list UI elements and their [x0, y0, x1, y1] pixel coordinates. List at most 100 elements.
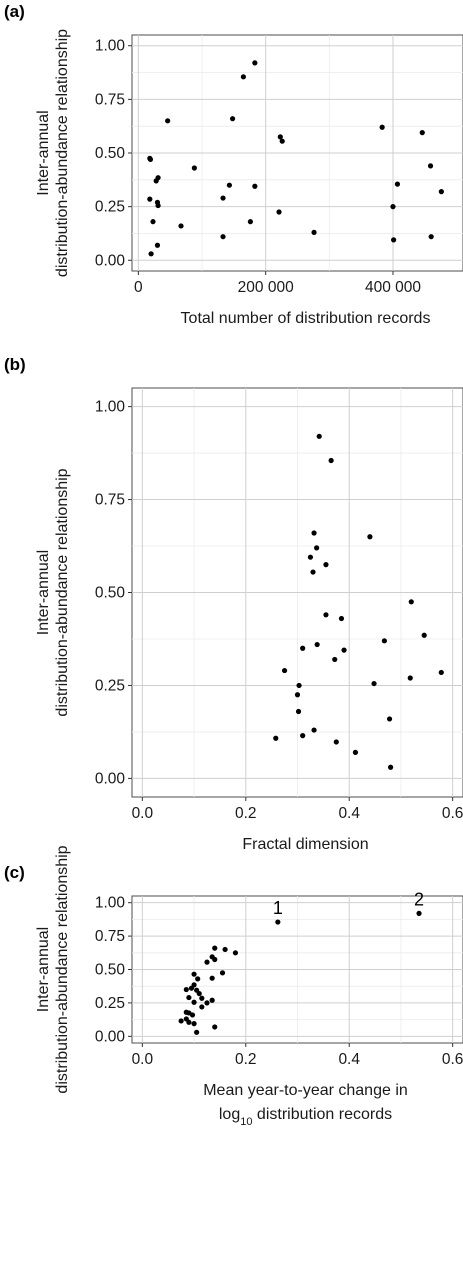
y-tick-label: 1.00 [95, 38, 126, 55]
y-axis: 0.00 0.25 0.50 0.75 1.00 [95, 399, 132, 787]
data-point [209, 997, 215, 1003]
y-axis-title-line2: distribution-abundance relationship [54, 845, 71, 1093]
data-point [387, 764, 394, 770]
y-tick-label: 0.25 [95, 995, 125, 1012]
data-point [367, 534, 373, 540]
x-axis-title: Total number of distribution records [181, 310, 431, 327]
x-axis-title: Fractal dimension [242, 836, 368, 853]
x-axis-title: Mean year-to-year change in [203, 1082, 408, 1099]
y-tick-label: 0.50 [95, 145, 126, 162]
data-point [199, 1004, 205, 1010]
data-point [273, 735, 279, 741]
data-point [195, 976, 201, 982]
data-point [300, 645, 306, 651]
data-point [307, 554, 314, 560]
data-point [219, 970, 226, 976]
y-tick-label: 0.25 [95, 199, 125, 216]
grid [132, 35, 463, 271]
x-tick-label: 0.6 [442, 805, 463, 822]
point-annotation: 1 [273, 898, 283, 918]
data-point [277, 134, 283, 140]
x-axis: 0.0 0.2 0.4 0.6 [132, 1043, 463, 1068]
data-point [247, 219, 253, 225]
y-axis-title-line2: distribution-abundance relationship [54, 468, 71, 716]
data-point [338, 615, 345, 622]
data-point [229, 116, 236, 122]
y-tick-label: 1.00 [95, 895, 126, 912]
x-tick-label: 0.4 [338, 1051, 360, 1068]
data-point [148, 251, 154, 257]
y-axis-title: Inter-annual distribution-abundance relat… [35, 845, 71, 1093]
data-point [154, 242, 161, 248]
data-point [323, 612, 329, 618]
y-tick-label: 0.75 [95, 492, 125, 509]
y-tick-label: 0.00 [95, 252, 126, 269]
x-axis-title-suffix: distribution records [252, 1106, 392, 1123]
y-axis-title: Inter-annual distribution-abundance relat… [35, 29, 71, 277]
data-point [438, 669, 444, 676]
data-point [178, 1018, 184, 1024]
y-axis-title: Inter-annual distribution-abundance relat… [35, 468, 71, 716]
data-points [273, 433, 444, 770]
y-axis: 0.00 0.25 0.50 0.75 1.00 [95, 38, 132, 269]
panel-a: (a) 0.00 0.25 0.50 0.75 1.00 0 200 000 400 000 In… [4, 2, 463, 327]
x-axis-title-subscript: 10 [240, 1116, 252, 1128]
data-points [178, 910, 422, 1035]
point-annotation: 2 [414, 889, 424, 909]
y-axis-title-line1: Inter-annual [35, 550, 52, 635]
y-tick-label: 0.00 [95, 770, 126, 787]
data-point [314, 641, 320, 648]
y-axis: 0.00 0.25 0.50 0.75 1.00 [95, 895, 132, 1045]
grid [132, 896, 463, 1043]
data-point [311, 229, 317, 235]
data-point [194, 1029, 200, 1035]
x-tick-label: 0 [134, 279, 143, 296]
y-tick-label: 0.25 [95, 677, 125, 694]
data-point [204, 1000, 210, 1006]
data-point [281, 667, 288, 674]
data-point [438, 189, 444, 195]
data-point [212, 945, 218, 951]
y-tick-label: 0.00 [95, 1028, 126, 1045]
x-tick-label: 0.4 [338, 805, 360, 822]
x-tick-label: 0.0 [132, 805, 154, 822]
y-tick-label: 0.50 [95, 585, 126, 602]
data-point [295, 708, 302, 715]
data-point [311, 530, 317, 536]
data-point [323, 562, 329, 568]
data-point [212, 956, 218, 963]
data-point [275, 919, 281, 925]
data-point [191, 1021, 197, 1027]
data-point [279, 138, 285, 144]
data-point [416, 910, 422, 916]
data-point [191, 971, 197, 977]
data-point [186, 994, 192, 1001]
data-point [314, 545, 320, 551]
data-point [226, 182, 232, 188]
data-point [189, 1012, 196, 1018]
panel-label: (b) [4, 355, 26, 374]
data-point [178, 223, 184, 229]
y-axis-title-line1: Inter-annual [35, 110, 52, 195]
data-point [147, 156, 154, 163]
x-tick-label: 0.6 [442, 1051, 463, 1068]
data-point [188, 985, 195, 991]
x-axis: 0.0 0.2 0.4 0.6 [132, 797, 463, 822]
panel-c: (c) 0.00 0.25 0.50 0.75 1.00 0.0 0.2 0.4 0.6 Inter… [4, 845, 463, 1128]
data-point [252, 183, 258, 189]
y-tick-label: 0.75 [95, 928, 125, 945]
data-point [421, 632, 427, 638]
data-point [341, 647, 347, 653]
panel-label: (c) [4, 863, 25, 882]
data-point [352, 749, 359, 755]
data-point [394, 181, 401, 187]
y-axis-title-line2: distribution-abundance relationship [54, 29, 71, 277]
data-point [276, 209, 282, 215]
y-tick-label: 1.00 [95, 399, 126, 416]
data-point [419, 130, 425, 136]
data-point [212, 1024, 218, 1030]
x-axis: 0 200 000 400 000 [134, 271, 421, 296]
data-point [220, 195, 226, 201]
data-point [240, 74, 246, 80]
